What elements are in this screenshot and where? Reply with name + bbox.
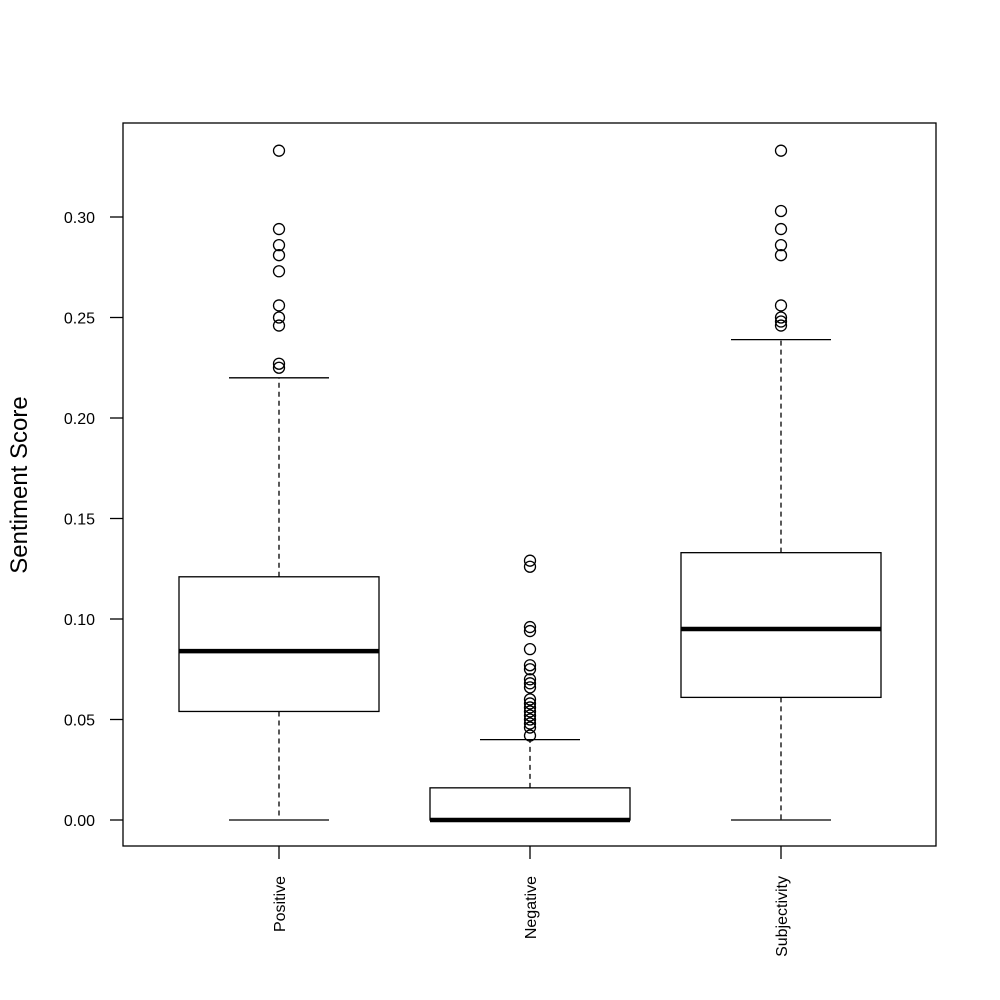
y-tick-label: 0.25	[64, 311, 95, 328]
outlier-point	[774, 319, 788, 332]
y-tick-label: 0.20	[64, 411, 95, 428]
x-category-label: Positive	[272, 876, 289, 932]
outlier-point	[523, 721, 537, 734]
outlier-point	[523, 701, 537, 714]
outlier-point	[774, 315, 788, 328]
outlier-point	[523, 681, 537, 694]
outlier-point	[272, 222, 286, 236]
outlier-point	[523, 560, 537, 573]
box-subjectivity	[680, 144, 882, 821]
outlier-point	[523, 673, 537, 686]
outlier-point	[774, 238, 788, 252]
outlier-point	[523, 705, 537, 718]
outlier-point	[774, 222, 788, 236]
outlier-point	[272, 265, 286, 278]
outlier-point	[272, 361, 286, 374]
y-tick-label: 0.15	[64, 512, 95, 529]
outlier-point	[523, 677, 537, 690]
box-negative	[429, 554, 631, 823]
outlier-point	[272, 319, 286, 332]
outlier-point	[774, 311, 788, 324]
outlier-point	[523, 643, 537, 656]
box-iqr	[178, 576, 380, 713]
outlier-point	[523, 717, 537, 730]
x-category-label: Subjectivity	[774, 876, 791, 957]
y-tick-label: 0.00	[64, 813, 95, 830]
outlier-point	[272, 357, 286, 370]
y-axis-label: Sentiment Score	[6, 396, 33, 573]
outlier-point	[523, 713, 537, 726]
box-positive	[178, 144, 380, 821]
boxes-group	[178, 144, 882, 823]
box-iqr	[429, 787, 631, 821]
outlier-point	[774, 204, 788, 218]
box-iqr	[680, 552, 882, 699]
outlier-point	[774, 144, 788, 157]
outlier-point	[523, 624, 537, 638]
outlier-point	[523, 693, 537, 706]
outlier-point	[523, 697, 537, 710]
outlier-point	[272, 249, 286, 262]
y-tick-label: 0.30	[64, 210, 95, 227]
outlier-point	[523, 554, 537, 567]
x-axis: Positive Negative Subjectivity	[272, 846, 791, 957]
outlier-point	[523, 620, 537, 634]
outlier-point	[272, 144, 286, 157]
y-tick-label: 0.10	[64, 612, 95, 629]
outlier-point	[774, 299, 788, 312]
plot-frame	[122, 122, 937, 847]
y-tick-label: 0.05	[64, 713, 95, 730]
outlier-point	[272, 238, 286, 252]
outlier-point	[523, 729, 537, 742]
outlier-point	[523, 659, 537, 672]
outlier-point	[774, 249, 788, 262]
outlier-point	[523, 709, 537, 722]
outlier-point	[272, 311, 286, 324]
outlier-point	[523, 663, 537, 676]
outlier-point	[272, 299, 286, 312]
x-category-label: Negative	[523, 876, 540, 939]
y-axis: 0.00 0.05 0.10 0.15 0.20 0.25 0.30	[64, 210, 123, 830]
